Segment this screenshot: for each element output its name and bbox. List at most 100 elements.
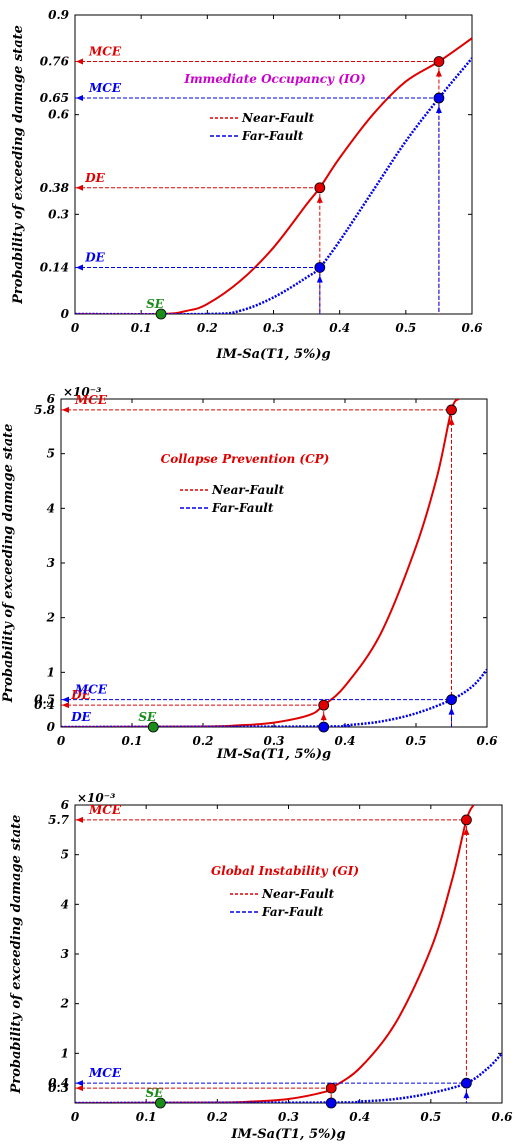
data-point-marker <box>318 721 330 733</box>
guide-arrowhead <box>76 1080 83 1087</box>
data-point-marker <box>154 1097 166 1109</box>
point-value-label: 0.38 <box>40 181 70 195</box>
point-label: DE <box>84 171 105 185</box>
x-tick-label: 0.5 <box>406 734 427 748</box>
y-tick-label: 0 <box>61 307 70 321</box>
series-line-near-fault <box>75 37 472 314</box>
guide-arrowhead <box>76 1085 83 1092</box>
data-point-marker <box>325 1097 337 1109</box>
x-tick-label: 0 <box>71 1110 80 1124</box>
legend-label: Far-Fault <box>241 129 304 143</box>
data-point-marker <box>147 721 159 733</box>
data-point-marker <box>325 1082 337 1094</box>
series-line-far-fault <box>75 1052 502 1103</box>
x-tick-label: 0.1 <box>122 734 143 748</box>
x-tick-label: 0.4 <box>329 321 350 335</box>
guide-arrowhead <box>76 95 83 102</box>
chart-title: Immediate Occupancy (IO) <box>183 72 365 86</box>
point-value-label: 0.4 <box>34 698 55 712</box>
y-tick-label: 6 <box>61 798 70 812</box>
x-tick-label: 0.3 <box>263 321 284 335</box>
guide-arrowhead <box>76 816 83 823</box>
y-tick-label: 6 <box>47 392 56 406</box>
guide-arrowhead <box>76 264 83 271</box>
x-tick-label: 0 <box>57 734 66 748</box>
data-point-marker <box>446 404 457 416</box>
guide-arrowhead <box>316 275 323 283</box>
point-value-label: 0.65 <box>40 91 69 105</box>
guide-arrowhead <box>463 1091 470 1099</box>
x-axis-label: IM-Sa(T1, 5%)g <box>230 1127 345 1142</box>
plot-frame <box>60 398 488 728</box>
y-tick-label: 2 <box>46 611 55 625</box>
data-point-marker <box>461 1077 472 1089</box>
point-value-label: 0.3 <box>48 1081 69 1095</box>
chart-panel-1: 0 0.1 0.2 0.3 0.4 0.5 0.6 0 0.3 0.6 0.9 IM-Sa(T1, 5… <box>11 8 483 362</box>
x-tick-label: 0.6 <box>492 1110 514 1124</box>
guide-arrowhead <box>316 195 323 203</box>
y-tick-label: 4 <box>61 897 69 911</box>
series-line-near-fault <box>75 805 475 1103</box>
y-tick-label: 5 <box>47 447 55 461</box>
series-line-far-fault <box>61 668 487 727</box>
guide-arrowhead <box>435 106 442 114</box>
series-line-near-fault <box>61 399 460 727</box>
y-tick-label: 0.9 <box>48 8 70 22</box>
y-axis-label: Probability of exceeding damage state <box>11 25 26 305</box>
y-tick-label: 5 <box>61 848 69 862</box>
guide-arrowhead <box>448 707 455 715</box>
y-tick-label: 1 <box>47 665 55 679</box>
y-tick-label: 4 <box>47 501 55 515</box>
guide-arrowhead <box>62 406 69 413</box>
data-point-marker <box>446 694 457 706</box>
point-value-label: 5.7 <box>48 813 70 827</box>
x-tick-label: 0.3 <box>264 734 285 748</box>
guide-arrowhead <box>435 69 442 77</box>
y-tick-label: 1 <box>61 1046 69 1060</box>
point-label: DE <box>70 688 91 702</box>
point-label: MCE <box>88 81 122 95</box>
plot-frame <box>74 14 473 315</box>
guide-arrowhead <box>62 696 69 703</box>
guide-arrowhead <box>448 417 455 425</box>
data-point-marker <box>318 699 330 711</box>
y-tick-label: 0 <box>47 720 56 734</box>
guide-arrowhead <box>320 713 327 721</box>
x-tick-label: 0.3 <box>278 1110 299 1124</box>
point-label: MCE <box>74 393 108 407</box>
x-tick-label: 0.2 <box>207 1110 228 1124</box>
point-label: MCE <box>88 45 122 59</box>
x-tick-label: 0.6 <box>477 734 499 748</box>
legend-label: Near-Fault <box>211 483 285 497</box>
y-axis-label: Probability of exceeding damage state <box>9 815 24 1095</box>
point-label: DE <box>84 250 105 264</box>
y-tick-label: 2 <box>60 997 69 1011</box>
chart-title: Collapse Prevention (CP) <box>161 452 330 466</box>
series-line-far-fault <box>75 57 472 314</box>
y-axis-label: Probability of exceeding damage state <box>1 424 16 704</box>
point-value-label: 0.76 <box>40 55 70 69</box>
y-exponent-label: ×10⁻³ <box>63 385 101 399</box>
y-tick-label: 0.3 <box>48 207 69 221</box>
plot-frame <box>74 804 503 1104</box>
point-label: DE <box>70 710 91 724</box>
y-tick-label: 0.6 <box>48 108 70 122</box>
x-axis-label: IM-Sa(T1, 5%)g <box>215 347 330 362</box>
x-tick-label: 0 <box>71 321 80 335</box>
data-point-marker <box>155 308 167 320</box>
point-label: SE <box>138 710 157 724</box>
x-tick-label: 0.6 <box>462 321 484 335</box>
data-point-marker <box>314 262 326 273</box>
point-value-label: 0.5 <box>34 693 55 707</box>
legend-label: Near-Fault <box>241 111 315 125</box>
x-tick-label: 0.1 <box>131 321 152 335</box>
x-tick-label: 0.2 <box>197 321 218 335</box>
point-label: SE <box>146 297 165 311</box>
data-point-marker <box>314 182 326 194</box>
point-label: SE <box>145 1086 164 1100</box>
y-exponent-label: ×10⁻³ <box>77 791 115 805</box>
legend-label: Near-Fault <box>261 887 335 901</box>
